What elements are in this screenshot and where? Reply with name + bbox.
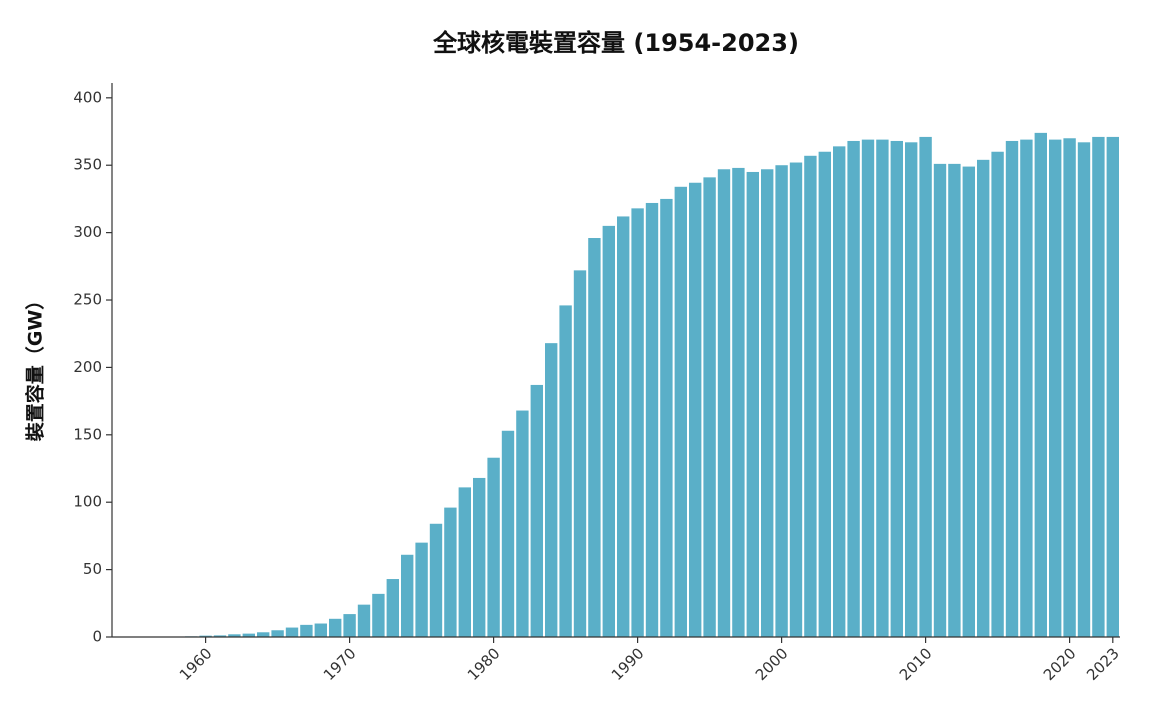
- bar: [228, 634, 241, 637]
- bar: [1020, 139, 1033, 637]
- bar: [530, 384, 543, 637]
- bar: [458, 487, 471, 637]
- bar: [429, 523, 443, 637]
- bar: [1063, 138, 1076, 638]
- y-tick-label: 0: [92, 628, 102, 646]
- y-tick-label: 150: [73, 425, 102, 443]
- bar: [329, 618, 342, 637]
- bar: [1034, 132, 1047, 637]
- bar: [645, 202, 659, 637]
- bar: [213, 635, 227, 637]
- bar: [689, 182, 702, 638]
- bar: [300, 624, 313, 637]
- bar: [876, 139, 889, 637]
- bar: [242, 633, 255, 637]
- y-tick-label: 200: [73, 358, 102, 376]
- bar: [818, 151, 831, 638]
- bar: [372, 593, 385, 637]
- bar: [415, 542, 428, 637]
- bar: [732, 167, 745, 637]
- bar: [933, 163, 947, 637]
- x-tick-label: 1990: [608, 644, 648, 684]
- bar: [545, 343, 558, 637]
- y-tick-label: 50: [83, 560, 102, 578]
- bar: [833, 146, 846, 638]
- bar: [761, 169, 774, 637]
- bar: [890, 140, 903, 638]
- y-tick-label: 400: [73, 88, 102, 106]
- y-tick-label: 300: [73, 223, 102, 241]
- x-tick-label: 2020: [1040, 644, 1080, 684]
- bar: [573, 270, 587, 637]
- bar: [1092, 136, 1105, 637]
- bar: [905, 142, 918, 637]
- x-tick-label: 1980: [464, 644, 504, 684]
- bar: [1005, 140, 1019, 638]
- bar: [285, 627, 299, 637]
- bar: [674, 186, 687, 637]
- bar: [861, 139, 875, 637]
- bar: [703, 177, 716, 637]
- y-tick-label: 100: [73, 493, 102, 511]
- bar: [948, 163, 961, 637]
- bar: [314, 623, 327, 637]
- bar: [1106, 136, 1119, 637]
- y-axis-label: 裝置容量（GW）: [24, 291, 47, 443]
- bar: [919, 136, 932, 637]
- bar: [789, 162, 803, 637]
- bar: [631, 208, 644, 637]
- bar: [271, 630, 284, 637]
- bar: [1049, 139, 1062, 637]
- bar: [746, 171, 759, 637]
- bar: [991, 151, 1004, 638]
- bar: [588, 238, 601, 638]
- bar: [401, 554, 414, 637]
- bar: [717, 169, 731, 637]
- x-tick-label: 2000: [752, 644, 792, 684]
- x-tick-label: 1960: [176, 644, 216, 684]
- bar: [501, 430, 515, 637]
- bar: [977, 159, 990, 637]
- bar: [1077, 142, 1091, 637]
- bar: [516, 410, 529, 637]
- bar: [357, 604, 371, 637]
- bar: [962, 166, 975, 637]
- bar: [847, 140, 860, 638]
- x-tick-label: 1970: [320, 644, 360, 684]
- bar: [343, 614, 356, 637]
- bar: [559, 305, 572, 637]
- x-tick-label: 2010: [896, 644, 936, 684]
- bar: [617, 216, 630, 637]
- x-tick-label: 2023: [1083, 644, 1123, 684]
- bar: [602, 225, 615, 637]
- bar: [444, 507, 457, 637]
- y-tick-label: 250: [73, 291, 102, 309]
- bar: [487, 457, 500, 637]
- y-tick-label: 350: [73, 156, 102, 174]
- bar: [257, 632, 270, 637]
- bar: [804, 155, 817, 637]
- bar: [775, 165, 788, 637]
- bar: [473, 477, 486, 637]
- chart-title: 全球核電裝置容量 (1954-2023): [432, 29, 799, 57]
- bar: [660, 198, 673, 638]
- bar: [386, 579, 399, 637]
- bar: [199, 635, 212, 637]
